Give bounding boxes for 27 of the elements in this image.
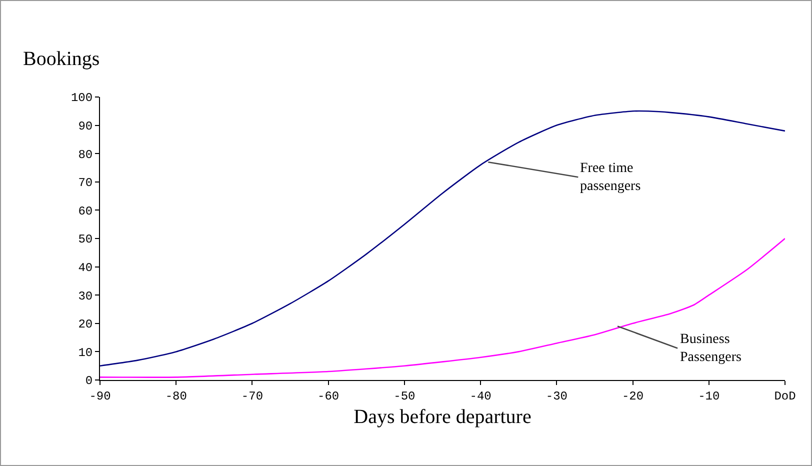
y-tick-label: 50 — [78, 232, 93, 247]
x-tick-label: DoD — [774, 389, 796, 404]
line-series — [100, 110, 785, 366]
x-tick-label: -50 — [394, 389, 416, 404]
x-tick-label: -10 — [698, 389, 720, 404]
annotation: Free time passengers — [580, 161, 641, 194]
y-tick-label: 10 — [78, 346, 93, 360]
y-tick-label: 90 — [78, 120, 93, 134]
x-tick-label: -90 — [89, 389, 111, 404]
annotation: Business Passengers — [680, 332, 742, 366]
line-series — [100, 238, 785, 378]
y-tick-label: 80 — [78, 148, 93, 162]
x-tick-label: -30 — [546, 389, 568, 404]
x-axis-title: Days before departure — [354, 406, 532, 428]
y-tick-label: 20 — [78, 318, 93, 332]
y-tick-label: 100 — [70, 91, 93, 106]
x-tick-label: -80 — [165, 389, 187, 404]
y-tick-label: 70 — [78, 176, 93, 190]
y-tick-label: 0 — [85, 374, 93, 388]
x-tick-label: -70 — [241, 389, 264, 404]
y-tick-label: 60 — [78, 204, 93, 218]
x-tick-label: -20 — [622, 389, 644, 404]
y-tick-label: 30 — [78, 289, 93, 304]
y-axis-title: Bookings — [23, 48, 100, 70]
x-tick-label: -60 — [318, 389, 340, 404]
x-tick-label: -40 — [470, 389, 492, 404]
y-tick-label: 40 — [78, 261, 93, 275]
